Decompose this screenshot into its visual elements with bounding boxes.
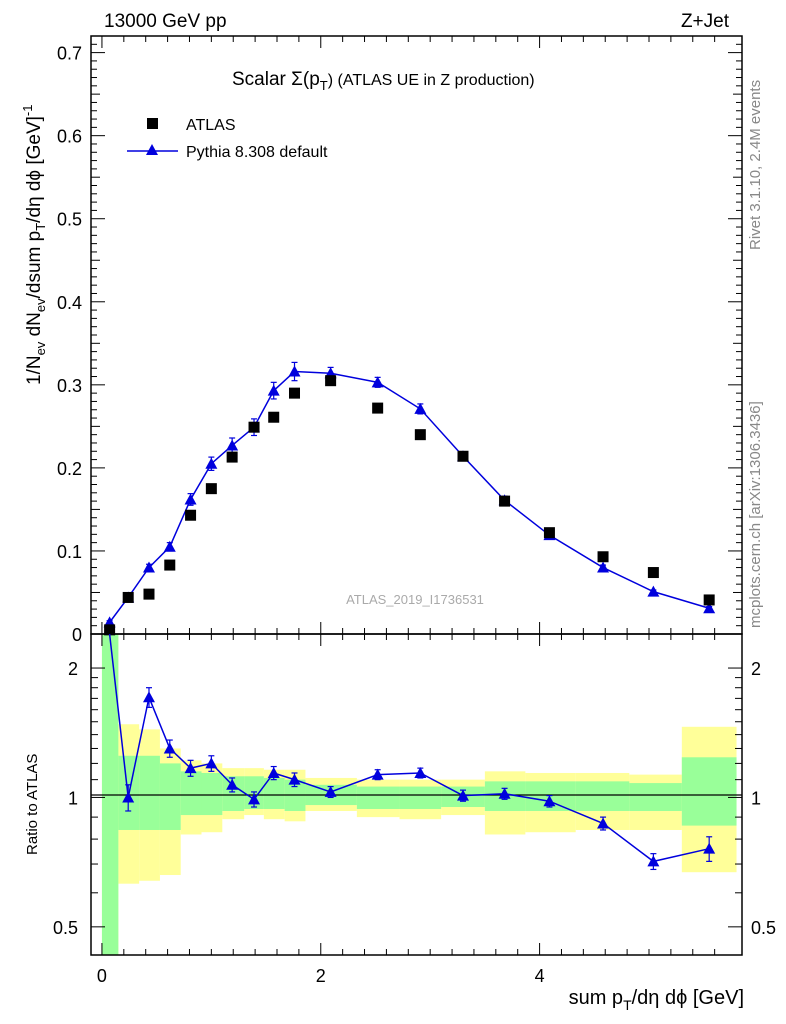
rivet-label: Rivet 3.1.10, 2.4M events — [747, 80, 764, 250]
analysis-watermark: ATLAS_2019_I1736531 — [346, 592, 484, 607]
pythia-point — [205, 457, 218, 469]
pythia-point — [184, 493, 197, 505]
plot-title: Scalar Σ(pT) (ATLAS UE in Z production) — [232, 69, 535, 93]
ratio-band-green — [201, 772, 223, 816]
atlas-point — [289, 387, 301, 399]
process-label: Z+Jet — [681, 11, 730, 32]
ratio-y-tick-label: 1 — [68, 788, 78, 808]
pythia-point — [703, 602, 716, 614]
pythia-ratio-point — [226, 778, 239, 790]
pythia-ratio-point — [498, 787, 511, 799]
y-tick-label: 0 — [72, 625, 82, 645]
pythia-ratio-point — [163, 742, 176, 754]
legend-atlas-marker — [147, 118, 158, 129]
pythia-point — [414, 402, 427, 414]
pythia-ratio-point — [267, 766, 280, 778]
atlas-point — [205, 483, 217, 495]
atlas-point — [703, 594, 715, 606]
pythia-ratio-point — [457, 789, 469, 801]
pythia-point — [163, 540, 176, 552]
legend: ATLAS Pythia 8.308 default — [127, 117, 328, 161]
ratio-band-green — [139, 755, 160, 830]
atlas-point — [499, 495, 511, 507]
pythia-ratio-point — [597, 817, 610, 829]
ratio-y-axis-label: Ratio to ATLAS — [24, 754, 41, 855]
ratio-band-green — [399, 786, 442, 809]
pythia-ratio-series — [108, 633, 716, 871]
atlas-point — [372, 402, 384, 414]
ratio-y-tick-label-right: 0.5 — [751, 918, 776, 938]
pythia-line — [108, 370, 710, 623]
atlas-point — [414, 429, 426, 441]
pythia-ratio-point — [324, 785, 337, 797]
pythia-point — [597, 561, 610, 573]
ratio-uncertainty-bands — [101, 634, 737, 955]
atlas-point — [647, 567, 659, 579]
y-tick-label: 0.1 — [57, 542, 82, 562]
legend-pythia-label: Pythia 8.308 default — [186, 144, 328, 161]
atlas-point — [104, 624, 116, 636]
pythia-ratio-point — [142, 691, 155, 703]
pythia-point — [267, 384, 280, 396]
ratio-band-green — [159, 763, 181, 830]
axis-ticks — [91, 35, 742, 955]
mcplots-label: mcplots.cern.ch [arXiv:1306.3436] — [747, 401, 764, 628]
atlas-point — [268, 411, 280, 423]
pythia-point — [226, 439, 239, 451]
y-tick-label: 0.4 — [57, 293, 82, 313]
ratio-band-green — [222, 776, 245, 811]
y-tick-label: 0.7 — [57, 44, 82, 64]
atlas-point — [226, 451, 238, 463]
pythia-ratio-point — [543, 795, 556, 807]
atlas-point — [325, 375, 337, 387]
y-tick-label: 0.6 — [57, 127, 82, 147]
ratio-band-green — [263, 777, 285, 809]
y-tick-label: 0.3 — [57, 376, 82, 396]
x-tick-label: 4 — [535, 966, 545, 986]
ratio-y-tick-label: 2 — [68, 659, 78, 679]
main-y-axis-label: 1/Nev dNev/dsum pT/dη dϕ [GeV]-1 — [20, 105, 48, 386]
atlas-point — [457, 450, 469, 462]
atlas-point — [597, 551, 609, 563]
pythia-series — [103, 361, 716, 628]
pythia-ratio-point — [205, 757, 218, 769]
pythia-ratio-point — [184, 762, 197, 774]
ratio-band-green — [180, 771, 202, 816]
atlas-point — [185, 509, 197, 521]
atlas-point — [122, 591, 134, 603]
atlas-point — [164, 559, 176, 571]
pythia-ratio-point — [248, 793, 261, 805]
legend-atlas-label: ATLAS — [186, 117, 236, 134]
ratio-band-green — [681, 757, 737, 826]
y-tick-label: 0.2 — [57, 459, 82, 479]
ratio-band-green — [356, 786, 400, 809]
x-axis-label: sum pT/dη dϕ [GeV] — [569, 987, 744, 1013]
x-tick-label: 2 — [316, 966, 326, 986]
pythia-ratio-point — [647, 855, 660, 867]
atlas-point — [143, 588, 155, 600]
y-tick-label: 0.5 — [57, 210, 82, 230]
axis-tick-labels: 0 2 4 0 0.1 0.2 0.3 0.4 0.5 0.6 0.7 0.5 0.5 1 1 2 2 — [53, 44, 776, 986]
pythia-point — [371, 376, 384, 388]
atlas-point — [248, 421, 260, 433]
pythia-ratio-point — [371, 768, 384, 780]
pythia-ratio-point — [703, 842, 716, 854]
atlas-point — [543, 527, 555, 539]
pythia-point — [142, 561, 155, 573]
ratio-y-tick-label-right: 2 — [751, 659, 761, 679]
pythia-ratio-point — [288, 773, 301, 785]
ratio-y-tick-label-right: 1 — [751, 788, 761, 808]
legend-pythia-marker — [146, 144, 158, 155]
ratio-band-green — [575, 781, 630, 811]
ratio-band-green — [629, 783, 682, 811]
atlas-series — [104, 375, 715, 636]
pythia-point — [647, 585, 660, 597]
x-tick-label: 0 — [97, 966, 107, 986]
pythia-ratio-point — [414, 766, 427, 778]
pythia-ratio-point — [122, 791, 135, 803]
beam-label: 13000 GeV pp — [104, 11, 227, 32]
pythia-point — [288, 365, 301, 377]
ratio-y-tick-label: 0.5 — [53, 918, 78, 938]
